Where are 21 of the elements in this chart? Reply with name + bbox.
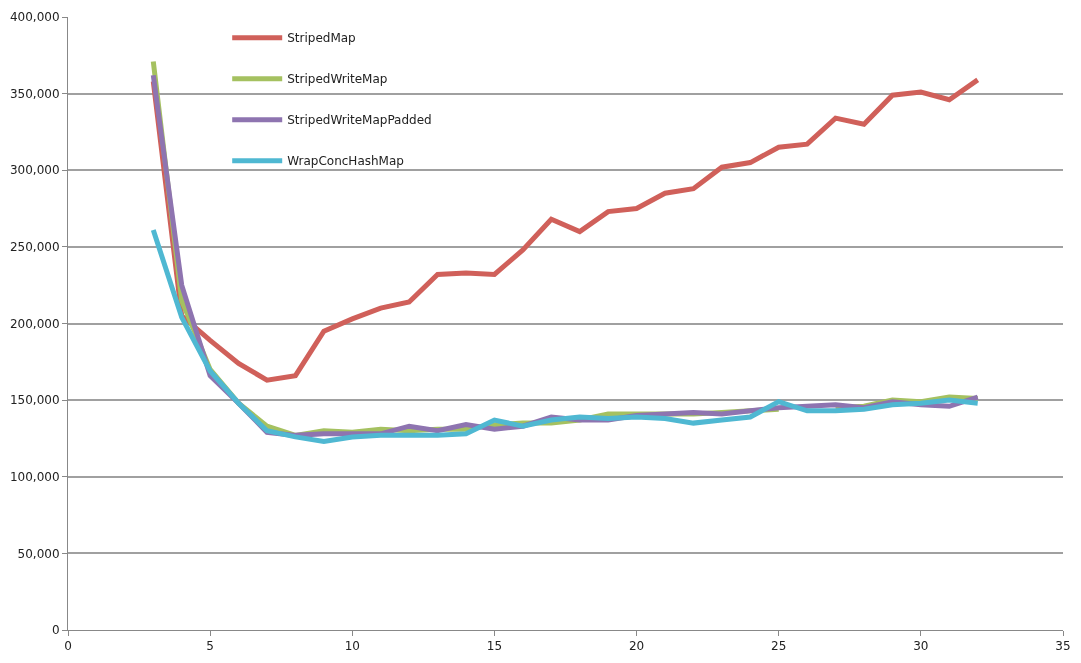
y-tick-label: 300,000 (9, 163, 60, 178)
x-tick-label: 15 (486, 639, 503, 654)
legend-label: StripedMap (287, 31, 356, 46)
x-tick-label: 5 (206, 639, 214, 654)
y-tick-label: 200,000 (9, 316, 60, 331)
y-tick-label: 150,000 (9, 393, 60, 408)
y-tick-label: 100,000 (9, 469, 60, 484)
x-tick-label: 25 (771, 639, 787, 654)
legend-label: StripedWriteMapPadded (287, 113, 432, 128)
y-tick-label: 400,000 (9, 10, 60, 25)
y-tick-label: 350,000 (9, 86, 60, 101)
legend-label: WrapConcHashMap (287, 154, 404, 169)
x-tick-label: 20 (628, 639, 645, 654)
x-tick-label: 10 (344, 639, 360, 654)
y-tick-label: 50,000 (17, 546, 60, 561)
x-tick-label: 0 (64, 639, 72, 654)
legend-label: StripedWriteMap (287, 72, 388, 87)
x-tick-label: 30 (913, 639, 929, 654)
x-tick-label: 35 (1055, 639, 1071, 654)
y-tick-label: 250,000 (9, 240, 60, 255)
y-tick-label: 0 (51, 623, 60, 638)
